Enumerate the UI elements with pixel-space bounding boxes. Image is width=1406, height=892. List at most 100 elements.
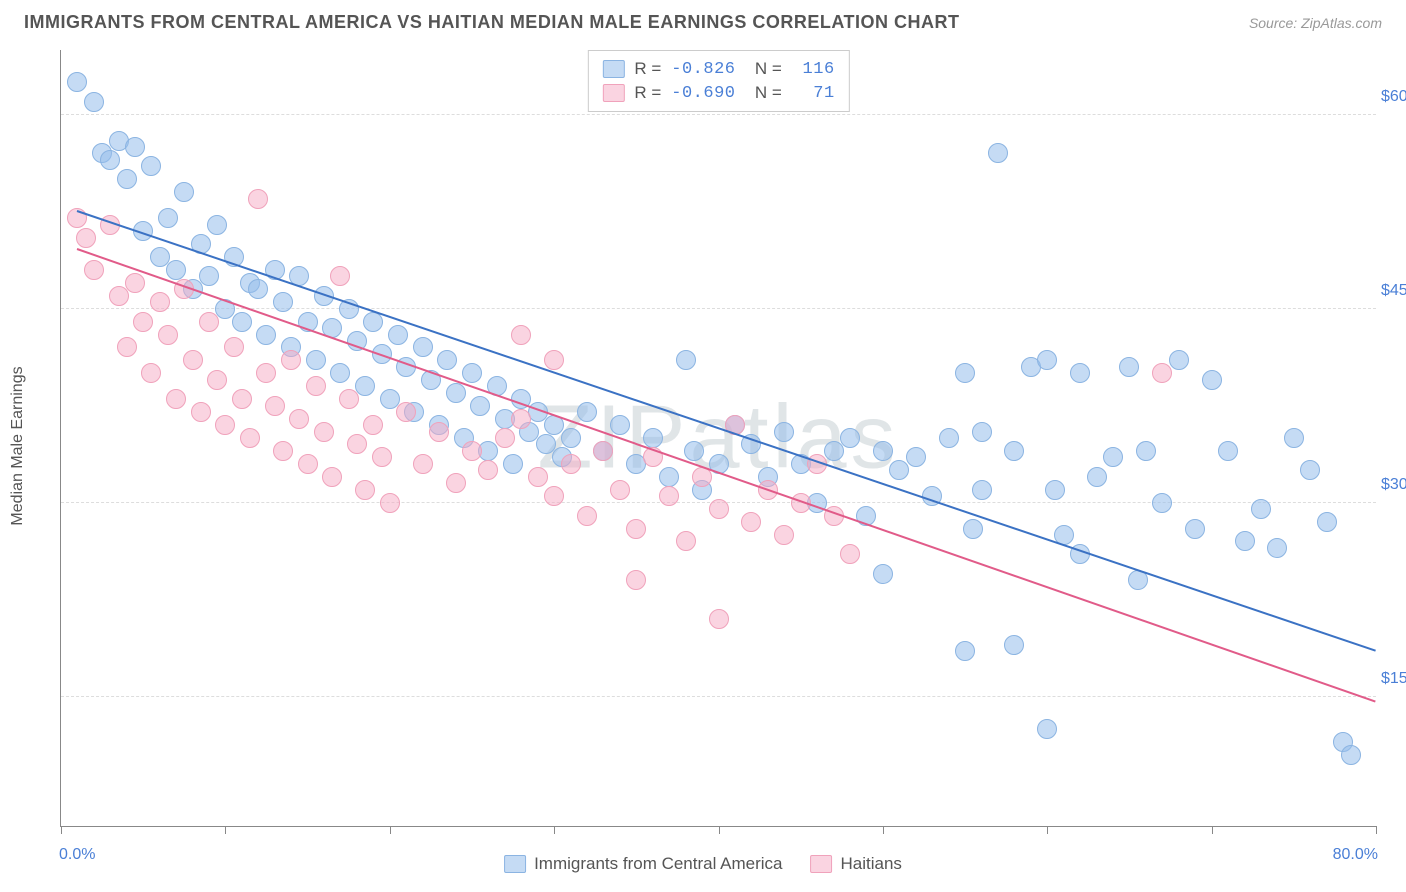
scatter-point xyxy=(256,363,276,383)
scatter-point xyxy=(199,266,219,286)
scatter-point xyxy=(273,292,293,312)
scatter-point xyxy=(125,273,145,293)
legend-swatch xyxy=(811,855,833,873)
x-tick xyxy=(883,826,884,834)
scatter-point xyxy=(1070,363,1090,383)
x-axis-max-label: 80.0% xyxy=(1333,846,1378,864)
scatter-point xyxy=(561,454,581,474)
scatter-point xyxy=(339,389,359,409)
r-value: -0.690 xyxy=(671,84,735,103)
scatter-point xyxy=(429,422,449,442)
y-tick-label: $45,000 xyxy=(1381,282,1406,300)
scatter-point xyxy=(544,350,564,370)
scatter-point xyxy=(1185,519,1205,539)
scatter-point xyxy=(1218,441,1238,461)
y-axis-title: Median Male Earnings xyxy=(9,366,27,525)
scatter-point xyxy=(577,402,597,422)
scatter-point xyxy=(117,337,137,357)
scatter-point xyxy=(610,415,630,435)
scatter-point xyxy=(610,480,630,500)
scatter-point xyxy=(544,486,564,506)
scatter-point xyxy=(413,454,433,474)
scatter-point xyxy=(306,350,326,370)
scatter-point xyxy=(1300,460,1320,480)
scatter-point xyxy=(1152,363,1172,383)
scatter-point xyxy=(741,512,761,532)
scatter-point xyxy=(840,428,860,448)
scatter-point xyxy=(774,525,794,545)
scatter-point xyxy=(330,363,350,383)
scatter-point xyxy=(873,441,893,461)
scatter-point xyxy=(824,441,844,461)
legend-item: Haitians xyxy=(811,854,902,874)
scatter-point xyxy=(174,182,194,202)
scatter-point xyxy=(1169,350,1189,370)
scatter-point xyxy=(281,350,301,370)
legend-label: Immigrants from Central America xyxy=(534,854,782,874)
scatter-point xyxy=(67,72,87,92)
scatter-chart: ZIPatlas R =-0.826 N = 116R =-0.690 N = … xyxy=(60,50,1376,827)
legend-label: Haitians xyxy=(841,854,902,874)
scatter-point xyxy=(363,415,383,435)
r-label: R = xyxy=(634,83,661,103)
scatter-point xyxy=(158,325,178,345)
scatter-point xyxy=(873,564,893,584)
scatter-point xyxy=(166,260,186,280)
scatter-point xyxy=(446,383,466,403)
source-attribution: Source: ZipAtlas.com xyxy=(1249,15,1382,31)
scatter-point xyxy=(1202,370,1222,390)
scatter-point xyxy=(232,389,252,409)
x-tick xyxy=(225,826,226,834)
legend-swatch xyxy=(602,84,624,102)
scatter-point xyxy=(684,441,704,461)
scatter-point xyxy=(988,143,1008,163)
legend-row: R =-0.826 N = 116 xyxy=(602,57,834,81)
scatter-point xyxy=(676,531,696,551)
scatter-point xyxy=(347,434,367,454)
r-label: R = xyxy=(634,59,661,79)
x-tick xyxy=(1376,826,1377,834)
scatter-point xyxy=(273,441,293,461)
scatter-point xyxy=(1317,512,1337,532)
scatter-point xyxy=(84,260,104,280)
n-value: 116 xyxy=(792,60,835,79)
scatter-point xyxy=(133,312,153,332)
scatter-point xyxy=(561,428,581,448)
legend-row: R =-0.690 N = 71 xyxy=(602,81,834,105)
scatter-point xyxy=(1004,635,1024,655)
scatter-point xyxy=(298,454,318,474)
scatter-point xyxy=(955,641,975,661)
scatter-point xyxy=(1284,428,1304,448)
scatter-point xyxy=(972,480,992,500)
legend-swatch xyxy=(504,855,526,873)
series-legend: Immigrants from Central America Haitians xyxy=(504,854,902,874)
correlation-legend: R =-0.826 N = 116R =-0.690 N = 71 xyxy=(587,50,849,112)
scatter-point xyxy=(577,506,597,526)
x-tick xyxy=(719,826,720,834)
x-tick xyxy=(390,826,391,834)
scatter-point xyxy=(355,480,375,500)
scatter-point xyxy=(141,363,161,383)
scatter-point xyxy=(495,428,515,448)
scatter-point xyxy=(503,454,523,474)
scatter-point xyxy=(1152,493,1172,513)
scatter-point xyxy=(1136,441,1156,461)
y-tick-label: $60,000 xyxy=(1381,88,1406,106)
scatter-point xyxy=(150,292,170,312)
scatter-point xyxy=(372,447,392,467)
scatter-point xyxy=(183,350,203,370)
r-value: -0.826 xyxy=(671,60,735,79)
scatter-point xyxy=(141,156,161,176)
scatter-point xyxy=(76,228,96,248)
y-tick-label: $15,000 xyxy=(1381,670,1406,688)
scatter-point xyxy=(709,499,729,519)
x-tick xyxy=(1212,826,1213,834)
scatter-point xyxy=(1103,447,1123,467)
scatter-point xyxy=(232,312,252,332)
scatter-point xyxy=(470,396,490,416)
scatter-point xyxy=(1119,357,1139,377)
scatter-point xyxy=(158,208,178,228)
scatter-point xyxy=(437,350,457,370)
scatter-point xyxy=(528,467,548,487)
scatter-point xyxy=(1037,350,1057,370)
